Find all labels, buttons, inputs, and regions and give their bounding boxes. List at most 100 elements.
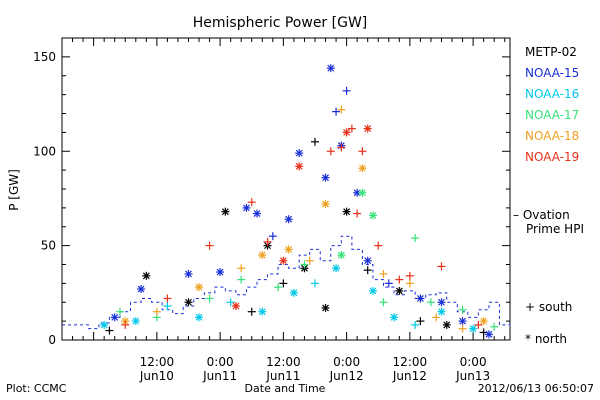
- north-point: [258, 251, 267, 260]
- south-point: [279, 279, 288, 288]
- north-point: [221, 207, 230, 216]
- legend-entry: METP-02: [525, 45, 577, 59]
- north-point: [289, 288, 298, 297]
- north-point: [342, 207, 351, 216]
- north-point: [131, 317, 140, 326]
- north-point: [321, 200, 330, 209]
- south-point: [347, 124, 356, 133]
- north-point: [321, 173, 330, 182]
- north-point: [216, 268, 225, 277]
- south-point: [226, 298, 235, 307]
- south-point: [163, 302, 172, 311]
- x-tick-day-label: Jun11: [202, 369, 237, 383]
- scatter-points: [100, 64, 499, 339]
- south-point: [342, 86, 351, 95]
- south-point: [405, 279, 414, 288]
- legend-entry: NOAA-15: [525, 66, 579, 80]
- ovation-label-line2: Prime HPI: [526, 222, 584, 236]
- north-point: [284, 215, 293, 224]
- y-axis-label: P [GW]: [7, 169, 21, 211]
- south-point: [395, 275, 404, 284]
- x-tick-day-label: Jun12: [329, 369, 364, 383]
- south-point: [121, 320, 130, 329]
- south-point: [247, 307, 256, 316]
- x-tick-day-label: Jun13: [455, 369, 490, 383]
- north-point: [337, 251, 346, 260]
- legend-entry: NOAA-18: [525, 129, 579, 143]
- north-point: [416, 294, 425, 303]
- x-tick-day-label: Jun10: [139, 369, 174, 383]
- legend-south: + south: [525, 300, 572, 314]
- north-point: [100, 320, 109, 329]
- north-point: [390, 313, 399, 322]
- north-point: [484, 330, 493, 339]
- north-point: [442, 320, 451, 329]
- north-point: [363, 256, 372, 265]
- north-point: [437, 307, 446, 316]
- south-point: [163, 294, 172, 303]
- legend-entry: NOAA-17: [525, 108, 579, 122]
- ovation-label-line1: – Ovation: [513, 208, 570, 222]
- south-point: [115, 307, 124, 316]
- ovation-prime-hpi-line: [62, 235, 511, 330]
- south-point: [237, 275, 246, 284]
- south-point: [237, 264, 246, 273]
- x-tick-time-label: 0:00: [207, 355, 234, 369]
- north-point: [295, 149, 304, 158]
- north-point: [479, 317, 488, 326]
- south-point: [274, 283, 283, 292]
- north-point: [368, 211, 377, 220]
- south-point: [337, 143, 346, 152]
- north-point: [142, 271, 151, 280]
- south-point: [358, 147, 367, 156]
- north-point: [231, 302, 240, 311]
- south-point: [405, 271, 414, 280]
- south-point: [353, 209, 362, 218]
- south-point: [416, 317, 425, 326]
- y-axis: 0 50 100 150: [33, 37, 510, 347]
- north-point: [469, 324, 478, 333]
- plot-timestamp: 2012/06/13 06:50:07: [478, 382, 594, 395]
- north-point: [363, 124, 372, 133]
- north-point: [458, 317, 467, 326]
- x-tick-time-label: 12:00: [140, 355, 175, 369]
- south-point: [205, 241, 214, 250]
- legend-entry: NOAA-19: [525, 150, 579, 164]
- north-point: [342, 128, 351, 137]
- south-point: [263, 237, 272, 246]
- south-point: [305, 256, 314, 265]
- legend-north: * north: [525, 332, 567, 346]
- south-point: [247, 198, 256, 207]
- south-point: [300, 260, 309, 269]
- north-point: [195, 313, 204, 322]
- north-point: [321, 303, 330, 312]
- south-point: [268, 232, 277, 241]
- y-tick-label: 100: [33, 144, 56, 158]
- south-point: [432, 313, 441, 322]
- south-point: [437, 262, 446, 271]
- north-point: [184, 269, 193, 278]
- x-axis: 12:00Jun100:00Jun1112:00Jun110:00Jun1212…: [61, 38, 506, 383]
- x-tick-day-label: Jun11: [265, 369, 300, 383]
- north-point: [368, 286, 377, 295]
- south-point: [379, 298, 388, 307]
- south-point: [363, 266, 372, 275]
- north-point: [437, 298, 446, 307]
- north-point: [137, 285, 146, 294]
- x-tick-time-label: 12:00: [393, 355, 428, 369]
- north-point: [332, 264, 341, 273]
- south-point: [490, 322, 499, 331]
- south-point: [326, 147, 335, 156]
- south-point: [105, 326, 114, 335]
- x-tick-time-label: 12:00: [266, 355, 301, 369]
- legend: METP-02 NOAA-15 NOAA-16 NOAA-17 NOAA-18 NOAA-…: [525, 45, 579, 164]
- south-point: [310, 137, 319, 146]
- south-point: [374, 241, 383, 250]
- north-point: [110, 313, 119, 322]
- legend-entry: NOAA-16: [525, 87, 579, 101]
- y-tick-label: 0: [48, 333, 56, 347]
- north-point: [195, 283, 204, 292]
- north-point: [358, 164, 367, 173]
- x-tick-time-label: 0:00: [333, 355, 360, 369]
- x-tick-time-label: 0:00: [460, 355, 487, 369]
